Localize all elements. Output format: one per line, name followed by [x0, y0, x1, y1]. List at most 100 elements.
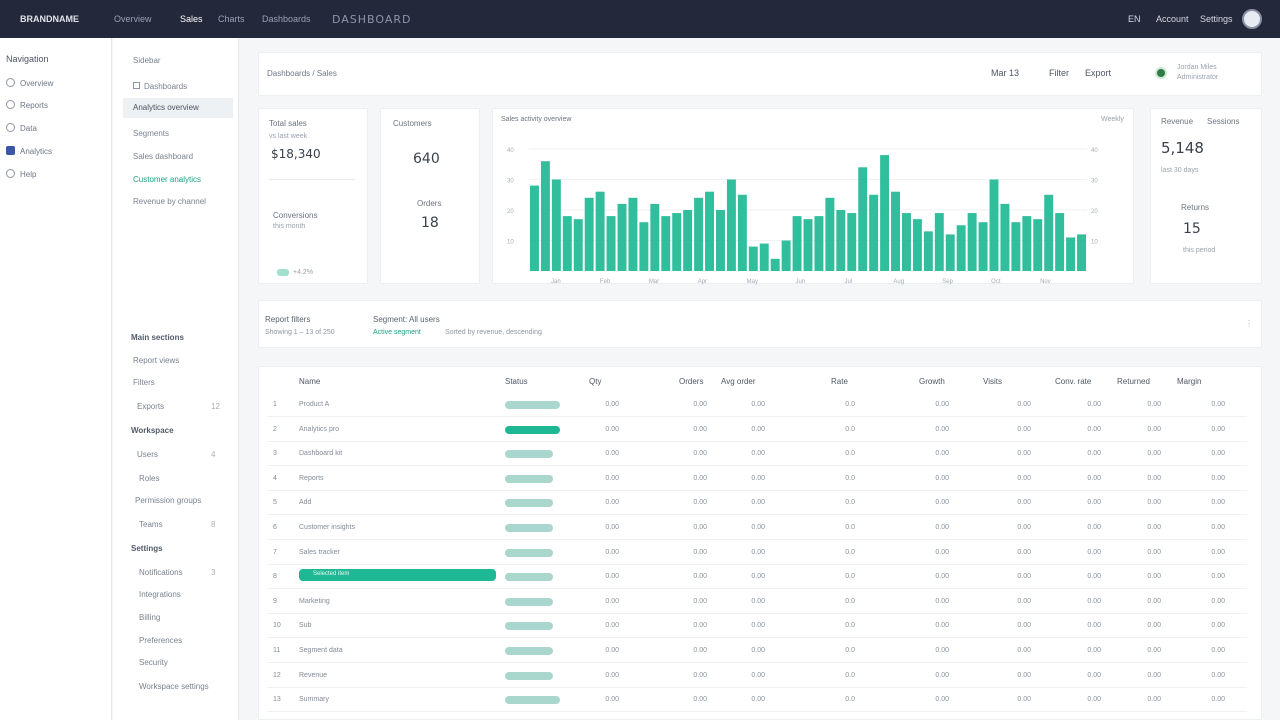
sidebar-item-sales-dashboard[interactable]: Sales dashboard [133, 152, 194, 161]
column-header-orders[interactable]: Orders [679, 377, 704, 386]
active-segment-link[interactable]: Active segment [373, 329, 421, 336]
table-row[interactable]: 1 Product A 0.00 0.00 0.00 0.0 0.00 0.00 0.00 0.0… [267, 393, 1247, 417]
filter-button[interactable]: Filter [1049, 68, 1069, 78]
sidebar-item-dashboards[interactable]: Dashboards [133, 82, 187, 91]
row-number: 3 [273, 450, 277, 458]
sidebar-item-workspace-settings[interactable]: Workspace settings [139, 682, 209, 691]
segment-select[interactable]: Segment: All users [373, 315, 440, 324]
sidebar-item-revenue-by-channel[interactable]: Revenue by channel [133, 197, 206, 206]
table-row[interactable]: 6 Customer insights 0.00 0.00 0.00 0.0 0.00 0.0… [267, 516, 1247, 540]
nav-sales[interactable]: Sales [180, 14, 203, 24]
sidebar-item-integrations[interactable]: Integrations [139, 590, 181, 599]
sidebar-item-report-views[interactable]: Report views [133, 356, 180, 365]
selected-row-highlight[interactable]: Selected item [299, 569, 496, 582]
sidebar-item-teams[interactable]: Teams [139, 520, 163, 529]
settings-link[interactable]: Settings [1200, 14, 1233, 24]
sidebar-item-permission-groups[interactable]: Permission groups [135, 496, 202, 505]
row-name[interactable]: Product A [299, 401, 330, 408]
progress-bar [505, 548, 553, 557]
row-name[interactable]: Customer insights [299, 524, 356, 531]
sidebar-item-segments[interactable]: Segments [133, 129, 170, 138]
table-row[interactable]: 10 Sub 0.00 0.00 0.00 0.0 0.00 0.00 0.00 0.00 0.00 [267, 614, 1247, 639]
sidebar-item-notifications[interactable]: Notifications [139, 568, 183, 577]
chart-bar [726, 179, 736, 271]
language-toggle[interactable]: EN [1128, 14, 1141, 24]
table-cell: 0.00 [1087, 647, 1101, 654]
chart-bar [1011, 222, 1021, 271]
row-name[interactable]: Reports [299, 474, 324, 482]
user-avatar[interactable] [1242, 9, 1262, 29]
column-header-margin[interactable]: Margin [1177, 377, 1202, 386]
kpi-value: 15 [1183, 221, 1201, 237]
nav-overview[interactable]: Overview [114, 14, 152, 24]
rail-item-analytics[interactable]: Analytics [6, 146, 52, 156]
row-name[interactable]: Sales tracker [299, 548, 340, 556]
row-name[interactable]: Summary [299, 696, 329, 704]
table-row[interactable]: 3 Dashboard kit 0.00 0.00 0.00 0.0 0.00 0.00 0.0… [267, 442, 1247, 467]
chart-bar [1077, 234, 1086, 271]
sidebar-item-exports[interactable]: Exports [137, 402, 165, 411]
table-row[interactable]: 12 Revenue 0.00 0.00 0.00 0.0 0.00 0.00 0.00 0.00… [267, 664, 1247, 688]
rail-item-help[interactable]: Help [6, 169, 36, 179]
kpi-card-sales[interactable]: Total sales vs last week $18,340 Convers… [258, 108, 368, 284]
row-name[interactable]: Add [299, 499, 312, 507]
sidebar-item-customer-analytics[interactable]: Customer analytics [133, 175, 202, 184]
row-name[interactable]: Dashboard kit [299, 450, 343, 458]
row-name[interactable]: Marketing [299, 597, 330, 605]
table-row[interactable]: 4 Reports 0.00 0.00 0.00 0.0 0.00 0.00 0.00 0.00 0… [267, 467, 1247, 491]
table-cell: 0.00 [693, 425, 707, 433]
column-header-qty[interactable]: Qty [589, 377, 602, 386]
sidebar-item-users[interactable]: Users [137, 450, 158, 459]
table-row[interactable]: 5 Add 0.00 0.00 0.00 0.0 0.00 0.00 0.00 0.00 0.00 [267, 491, 1247, 516]
table-cell: 0.0 [845, 499, 855, 507]
row-name[interactable]: Segment data [299, 647, 343, 654]
chart-bar [902, 213, 911, 271]
column-header-status[interactable]: Status [505, 377, 528, 386]
table-row[interactable]: 8 Selected item 0.00 0.00 0.00 0.0 0.00 0.00 0.0… [267, 565, 1247, 590]
rail-item-data[interactable]: Data [6, 123, 37, 133]
sidebar-item-roles[interactable]: Roles [139, 474, 160, 483]
sidebar-item-filters[interactable]: Filters [133, 378, 155, 387]
breadcrumb[interactable]: Dashboards / Sales [267, 69, 337, 78]
row-name[interactable]: Analytics pro [299, 425, 340, 433]
table-cell: 0.00 [1087, 696, 1101, 704]
sidebar-group-workspace: Workspace [131, 426, 174, 435]
user-info[interactable]: Jordan Miles Administrator [1177, 63, 1218, 83]
account-link[interactable]: Account [1156, 14, 1189, 24]
chart-bar [694, 197, 704, 271]
row-name[interactable]: Sub [299, 622, 312, 630]
table-row[interactable]: 11 Segment data 0.00 0.00 0.00 0.0 0.00 0.00 0.0… [267, 639, 1247, 663]
chart-bar [628, 197, 638, 271]
export-button[interactable]: Export [1085, 68, 1112, 78]
column-header-growth[interactable]: Growth [919, 377, 945, 386]
more-options-icon[interactable]: ⋮ [1245, 319, 1253, 328]
kpi-card-revenue[interactable]: Revenue Sessions 5,148 last 30 days Retu… [1150, 108, 1262, 284]
chart-bar [1000, 203, 1010, 271]
table-cell: 0.00 [1087, 573, 1101, 581]
table-row[interactable]: 2 Analytics pro 0.00 0.00 0.00 0.0 0.00 0.00 0.0… [267, 418, 1247, 442]
column-header-avg-order[interactable]: Avg order [721, 377, 756, 386]
table-row[interactable]: 13 Summary 0.00 0.00 0.00 0.0 0.00 0.00 0.00 0.00… [267, 688, 1247, 713]
progress-bar [505, 450, 553, 459]
table-row[interactable]: 9 Marketing 0.00 0.00 0.00 0.0 0.00 0.00 0.00 0.0… [267, 590, 1247, 614]
column-header-conv-rate[interactable]: Conv. rate [1055, 377, 1092, 386]
rail-item-overview[interactable]: Overview [6, 78, 53, 88]
nav-charts[interactable]: Charts [218, 14, 245, 24]
circle-icon [6, 123, 15, 132]
date-picker[interactable]: Mar 13 [991, 68, 1020, 78]
sidebar-item-security[interactable]: Security [139, 658, 168, 667]
row-name[interactable]: Revenue [299, 671, 328, 679]
column-header-visits[interactable]: Visits [983, 377, 1002, 386]
brand-logo[interactable]: BRANDNAME [20, 14, 79, 24]
column-header-returned[interactable]: Returned [1117, 377, 1150, 386]
sidebar-item-billing[interactable]: Billing [139, 613, 161, 622]
square-icon [133, 82, 140, 89]
kpi-card-customers[interactable]: Customers 640 Orders 18 [380, 108, 480, 284]
table-row[interactable]: 7 Sales tracker 0.00 0.00 0.00 0.0 0.00 0.00 0.0… [267, 541, 1247, 565]
sidebar-item-preferences[interactable]: Preferences [139, 636, 183, 645]
column-header-name[interactable]: Name [299, 377, 321, 386]
rail-item-reports[interactable]: Reports [6, 100, 48, 110]
sidebar-item-analytics-overview[interactable]: Analytics overview [123, 98, 233, 118]
column-header-rate[interactable]: Rate [831, 377, 848, 386]
nav-dashboards[interactable]: Dashboards [262, 14, 311, 24]
